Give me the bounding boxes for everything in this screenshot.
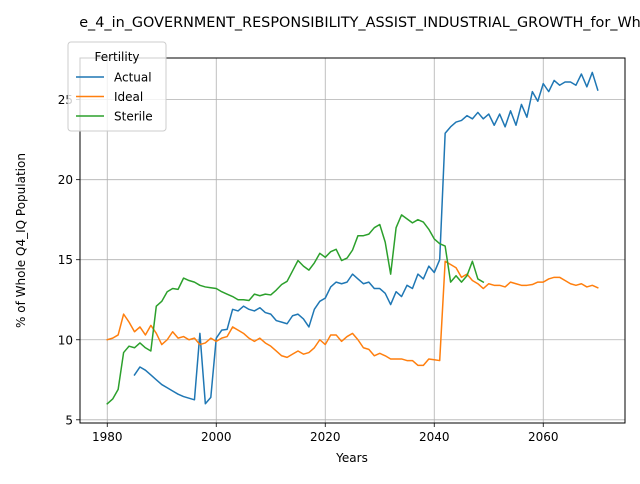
y-tick-label: 10 xyxy=(58,333,73,347)
plot-area-frame xyxy=(79,57,626,424)
x-axis-ticks: 1980 2000 2020 2040 2060 xyxy=(92,423,559,444)
x-tick-label: 2000 xyxy=(201,430,232,444)
legend-label-sterile: Sterile xyxy=(114,110,153,124)
x-tick-label: 2040 xyxy=(419,430,450,444)
grid-lines xyxy=(80,58,625,423)
legend-frame xyxy=(67,41,167,132)
legend-entries: Actual Ideal Sterile xyxy=(76,71,153,124)
series-line-sterile xyxy=(106,214,485,405)
legend-label-ideal: Ideal xyxy=(114,90,143,104)
y-tick-label: 20 xyxy=(58,173,73,187)
series-lines xyxy=(106,71,599,405)
x-tick-label: 1980 xyxy=(92,430,123,444)
series-line-actual xyxy=(133,71,599,405)
y-tick-label: 5 xyxy=(65,413,73,427)
legend-title: Fertility xyxy=(94,50,139,64)
x-axis-label: Years xyxy=(335,451,368,465)
y-axis-label: % of Whole Q4_IQ Population xyxy=(14,153,28,328)
legend: Fertility Actual Ideal Sterile xyxy=(67,41,167,132)
chart-title: e_4_in_GOVERNMENT_RESPONSIBILITY_ASSIST_… xyxy=(79,15,640,31)
series-line-ideal xyxy=(106,260,599,367)
x-tick-label: 2060 xyxy=(528,430,559,444)
y-tick-label: 15 xyxy=(58,253,73,267)
legend-label-actual: Actual xyxy=(114,71,152,85)
x-tick-label: 2020 xyxy=(310,430,341,444)
